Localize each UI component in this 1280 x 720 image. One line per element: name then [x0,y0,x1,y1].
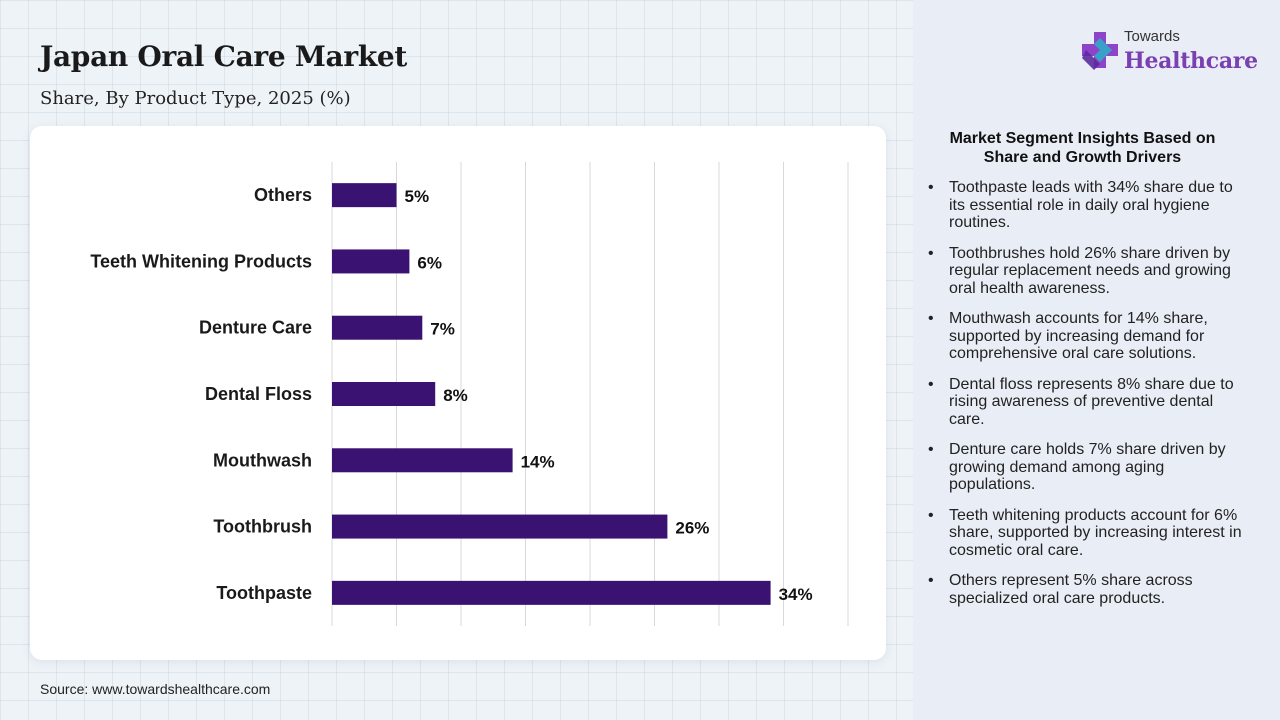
data-label: 7% [430,320,455,339]
bar [332,382,436,406]
insight-item: Others represent 5% share across special… [928,572,1248,607]
bar [332,580,771,605]
insight-item: Toothpaste leads with 34% share due to i… [928,179,1248,232]
bar-chart: Others 5% Teeth Whitening Products 6% Dentur… [90,162,849,626]
chart-title: Japan Oral Care Market [40,40,408,73]
data-label: 6% [417,253,442,272]
data-label: 34% [779,585,813,604]
data-label: 14% [521,452,555,471]
category-label: Toothpaste [216,583,312,603]
category-label: Toothbrush [213,517,312,537]
insights-title: Market Segment Insights Based on Share a… [949,130,1216,166]
insight-item: Toothbrushes hold 26% share driven by re… [928,245,1248,298]
data-label: 8% [443,386,468,405]
category-label: Others [254,185,312,205]
data-label: 5% [405,187,430,206]
logo-text-healthcare: Healthcare [1124,48,1258,74]
bar [332,448,513,473]
category-label: Denture Care [199,318,312,338]
insight-item: Mouthwash accounts for 14% share, suppor… [928,310,1248,363]
bar [332,183,397,208]
category-label: Dental Floss [205,384,312,404]
insights-list: Toothpaste leads with 34% share due to i… [928,179,1248,620]
data-label: 26% [675,519,709,538]
source-note: Source: www.towardshealthcare.com [40,681,271,697]
logo-text-towards: Towards [1124,28,1180,45]
bar [332,249,410,274]
bar [332,514,668,539]
insight-item: Denture care holds 7% share driven by gr… [928,441,1248,494]
brand-logo: Towards Healthcare [1080,28,1260,78]
bar [332,315,423,340]
category-label: Teeth Whitening Products [90,251,312,271]
insight-item: Teeth whitening products account for 6% … [928,507,1248,560]
category-label: Mouthwash [213,450,312,470]
chart-card: Others 5% Teeth Whitening Products 6% Dentur… [30,126,886,660]
chart-subtitle: Share, By Product Type, 2025 (%) [40,88,351,109]
medical-cross-logo-icon [1082,32,1118,70]
insight-item: Dental floss represents 8% share due to … [928,376,1248,429]
